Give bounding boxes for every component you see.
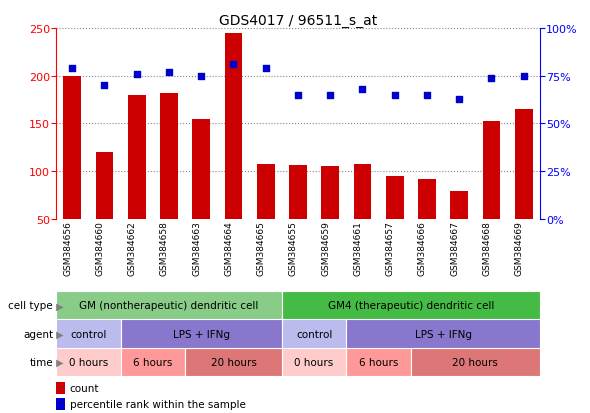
Point (164, 69, 173, 76)
Bar (128, 95, 146, 267)
Text: ▶: ▶ (53, 329, 64, 339)
Point (422, 92, 432, 99)
Text: LPS + IFNg: LPS + IFNg (173, 329, 230, 339)
Bar (346, 348, 411, 376)
Bar (411, 348, 540, 376)
Point (326, 92, 335, 99)
Bar (257, 165, 274, 267)
Text: GM (nontherapeutic) dendritic cell: GM (nontherapeutic) dendritic cell (79, 301, 258, 311)
Bar (418, 179, 436, 267)
Text: LPS + IFNg: LPS + IFNg (415, 329, 471, 339)
Text: GSM384668: GSM384668 (483, 221, 491, 275)
Text: time: time (30, 357, 53, 367)
Title: GDS4017 / 96511_s_at: GDS4017 / 96511_s_at (219, 14, 377, 28)
Point (519, 73, 529, 80)
Text: GM4 (therapeutic) dendritic cell: GM4 (therapeutic) dendritic cell (327, 301, 494, 311)
Text: control: control (296, 329, 332, 339)
Bar (282, 348, 346, 376)
Bar (160, 94, 178, 267)
Bar (225, 34, 242, 267)
Text: 6 hours: 6 hours (133, 357, 172, 367)
Bar (322, 167, 339, 267)
Bar (450, 192, 468, 267)
Bar (515, 110, 533, 267)
Text: ▶: ▶ (53, 357, 64, 367)
Bar (192, 119, 210, 267)
Text: GSM384657: GSM384657 (386, 221, 395, 275)
Text: GSM384656: GSM384656 (63, 221, 72, 275)
Text: GSM384663: GSM384663 (192, 221, 201, 275)
Bar (282, 292, 540, 320)
Text: count: count (70, 383, 99, 393)
Bar (96, 153, 113, 267)
Text: GSM384664: GSM384664 (224, 221, 234, 275)
Bar (56, 382, 65, 394)
Text: control: control (70, 329, 106, 339)
Text: GSM384659: GSM384659 (321, 221, 330, 275)
Bar (56, 348, 120, 376)
Text: 6 hours: 6 hours (359, 357, 398, 367)
Bar (282, 320, 346, 348)
Bar (63, 76, 81, 267)
Point (358, 87, 367, 93)
Text: 20 hours: 20 hours (211, 357, 257, 367)
Text: GSM384658: GSM384658 (160, 221, 169, 275)
Point (293, 92, 303, 99)
Point (390, 92, 399, 99)
Bar (56, 292, 282, 320)
Bar (346, 320, 540, 348)
Point (261, 66, 270, 72)
Text: percentile rank within the sample: percentile rank within the sample (70, 399, 245, 409)
Point (229, 62, 238, 69)
Text: GSM384661: GSM384661 (353, 221, 362, 275)
Bar (483, 122, 500, 267)
Text: cell type: cell type (8, 301, 53, 311)
Bar (289, 166, 307, 267)
Bar (386, 176, 404, 267)
Bar (56, 398, 65, 410)
Text: GSM384655: GSM384655 (289, 221, 298, 275)
Point (487, 75, 496, 82)
Text: 0 hours: 0 hours (68, 357, 108, 367)
Text: GSM384662: GSM384662 (127, 221, 137, 275)
Bar (56, 320, 120, 348)
Point (67, 66, 77, 72)
Bar (353, 165, 371, 267)
Point (196, 73, 206, 80)
Text: GSM384669: GSM384669 (514, 221, 524, 275)
Text: GSM384667: GSM384667 (450, 221, 459, 275)
Text: 20 hours: 20 hours (453, 357, 499, 367)
Point (132, 71, 142, 78)
Text: GSM384665: GSM384665 (257, 221, 266, 275)
Text: GSM384666: GSM384666 (418, 221, 427, 275)
Bar (120, 348, 185, 376)
Text: agent: agent (23, 329, 53, 339)
Text: ▶: ▶ (53, 301, 64, 311)
Bar (185, 348, 282, 376)
Point (454, 96, 464, 103)
Point (100, 83, 109, 89)
Text: GSM384660: GSM384660 (96, 221, 104, 275)
Bar (120, 320, 282, 348)
Text: 0 hours: 0 hours (294, 357, 334, 367)
